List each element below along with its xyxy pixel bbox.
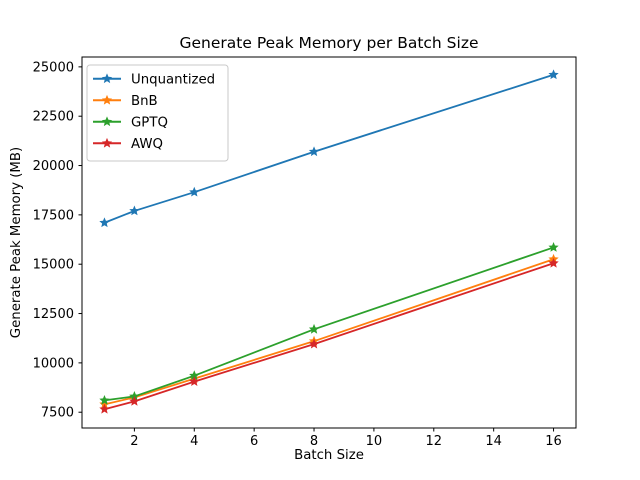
x-tick-label: 8 — [310, 434, 318, 449]
legend-star-marker — [101, 73, 113, 84]
x-axis-label: Batch Size — [294, 448, 364, 463]
x-tick-label: 4 — [190, 434, 198, 449]
chart-title: Generate Peak Memory per Batch Size — [180, 34, 479, 52]
data-point-star-marker — [129, 391, 140, 401]
y-axis-label: Generate Peak Memory (MB) — [9, 147, 24, 338]
legend-box — [86, 64, 229, 162]
legend-label: GPTQ — [131, 115, 168, 130]
data-point-star-marker — [99, 398, 110, 409]
x-tick-label: 16 — [545, 434, 562, 449]
plot-area-frame — [81, 56, 577, 429]
data-point-star-marker — [99, 403, 110, 414]
data-point-star-marker — [99, 394, 110, 405]
data-point-star-marker — [189, 186, 200, 197]
y-tick-label: 12500 — [33, 307, 74, 322]
x-tick-label: 6 — [250, 434, 258, 449]
x-axis: 2 4 6 8 10 12 14 16 — [130, 428, 562, 449]
legend-entry-bnb: BnB — [93, 94, 158, 109]
x-tick-label: 14 — [485, 434, 502, 449]
legend-star-marker — [101, 116, 113, 127]
series-awq — [99, 257, 559, 414]
data-point-star-marker — [189, 376, 200, 386]
legend-label: BnB — [131, 94, 158, 109]
x-tick-label: 12 — [426, 434, 443, 449]
data-point-star-marker — [129, 395, 140, 406]
data-point-star-marker — [548, 257, 559, 268]
legend-star-marker — [101, 137, 113, 148]
x-tick-label: 2 — [130, 434, 138, 449]
data-point-star-marker — [99, 217, 110, 228]
legend-entry-gptq: GPTQ — [93, 115, 168, 130]
legend: Unquantized BnB GPTQ AWQ — [86, 64, 229, 162]
x-tick-label: 10 — [366, 434, 383, 449]
y-tick-label: 17500 — [33, 208, 74, 223]
y-tick-label: 15000 — [33, 258, 74, 273]
y-axis: 7500 10000 12500 15000 17500 20000 22500 25000 — [33, 60, 82, 421]
y-tick-label: 20000 — [33, 159, 74, 174]
data-point-star-marker — [308, 323, 320, 334]
series-unquantized — [99, 69, 559, 228]
data-point-star-marker — [548, 69, 559, 80]
data-point-star-marker — [308, 338, 320, 349]
y-tick-label: 25000 — [33, 60, 74, 75]
legend-entry-awq: AWQ — [93, 137, 163, 152]
legend-label: Unquantized — [131, 72, 215, 87]
y-tick-label: 10000 — [33, 356, 74, 371]
legend-label: AWQ — [131, 137, 163, 152]
data-point-star-marker — [189, 370, 200, 381]
series-gptq — [99, 242, 559, 405]
legend-star-marker — [101, 94, 113, 105]
legend-entry-unquantized: Unquantized — [93, 72, 215, 87]
data-point-star-marker — [308, 146, 320, 157]
y-tick-label: 7500 — [41, 406, 74, 421]
data-point-star-marker — [129, 205, 140, 216]
data-point-star-marker — [548, 242, 559, 252]
y-tick-label: 22500 — [33, 110, 74, 125]
